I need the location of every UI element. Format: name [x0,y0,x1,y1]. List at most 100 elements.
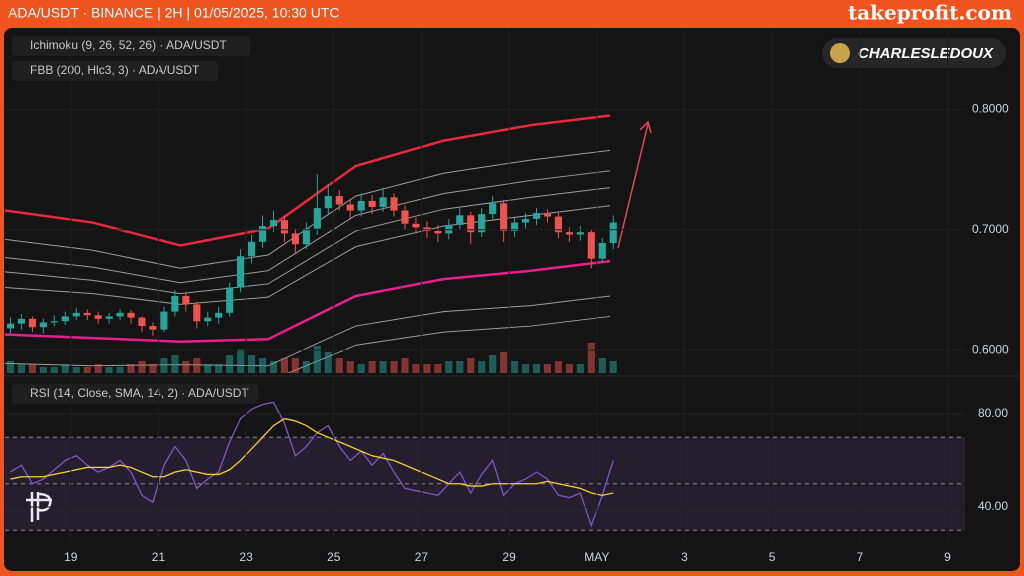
volume-bar [72,367,80,373]
volume-bar [39,367,47,373]
candle-body [478,214,486,233]
candle-body [116,312,124,317]
candle-body [434,230,442,234]
volume-bar [160,358,168,373]
volume-bar [609,361,617,373]
volume-bar [423,364,431,373]
header-title: ADA/USDT · BINANCE | 2H | 01/05/2025, 10… [8,5,339,21]
candle-body [302,228,310,245]
candle-body [313,208,321,229]
candle-body [160,311,168,330]
volume-bar [138,361,146,373]
candle-body [379,197,387,207]
volume-bar [50,367,58,373]
x-tick-label: 29 [502,550,516,564]
volume-bar [500,352,508,373]
volume-bar [412,364,420,373]
trend-arrow [617,120,652,249]
legend-box [12,384,258,404]
candle-body [72,312,80,317]
candle-body [258,226,267,242]
volume-bar [554,361,562,373]
candle-body [280,220,289,234]
volume-bar [543,364,552,373]
volume-bar [401,358,409,373]
volume-bar [368,361,376,373]
band-line [5,295,610,367]
volume-bar [116,367,124,373]
volume-bar [94,364,102,373]
volume-bar [182,361,190,373]
x-tick-label: 25 [327,550,341,564]
candle-body [412,223,420,228]
candle-body [489,203,497,215]
candle-body [39,322,47,328]
volume-bar [6,361,15,373]
volume-bar [521,364,530,373]
watermark-box [822,38,1006,68]
candle-body [445,224,453,234]
candle-body [149,326,157,330]
volume-bar [237,349,245,373]
candle-body [565,232,573,235]
volume-bar [269,361,278,373]
x-tick-label: MAY [584,550,609,564]
candle-body [521,218,530,223]
indicator-label: FBB (200, Hlc3, 3) · ADA/USDT [30,63,200,77]
volume-bar [105,367,113,373]
legend-box [12,36,250,56]
candle-body [346,204,354,211]
candle-body [401,210,409,224]
volume-bar [346,361,354,373]
y-tick-label: 0.8000 [972,102,1009,116]
indicator-label: RSI (14, Close, SMA, 14, 2) · ADA/USDT [30,386,249,400]
volume-bar [28,364,36,373]
candle-body [335,196,343,205]
candle-body [543,212,552,217]
candle-body [390,197,398,211]
volume-bar [598,358,606,373]
volume-bar [204,364,212,373]
candle-body [182,295,190,305]
y-tick-label: 80.00 [978,406,1008,420]
candle-body [598,243,606,259]
candle-body [532,212,541,219]
volume-bar [258,358,267,373]
band-line [5,170,610,284]
volume-bar [302,361,310,373]
candle-body [467,215,475,233]
volume-bar [61,364,69,373]
volume-bar [445,361,453,373]
candle-body [609,222,617,244]
candle-body [456,215,464,225]
x-tick-label: 9 [944,550,951,564]
candle-body [50,321,58,323]
volume-bar [280,358,289,373]
candle-body [193,304,201,322]
rsi-plot [5,401,965,531]
band-line [287,315,610,373]
volume-bar [357,364,365,373]
volume-bar [215,364,223,373]
y-tick-label: 40.00 [978,499,1008,513]
volume-bar [291,358,299,373]
x-tick-label: 21 [152,550,166,564]
candle-body [423,227,431,231]
volume-bar [335,358,343,373]
volume-bar [193,358,201,373]
x-tick-label: 23 [239,550,253,564]
volume-bar [171,355,179,373]
volume-bar [390,361,398,373]
candle-body [94,315,102,319]
candle-body [138,317,146,327]
chart-panel [4,28,1020,571]
watermark: CHARLESLEDOUX [858,45,994,62]
candle-body [554,216,562,233]
candle-body [500,203,508,231]
candle-body [511,222,519,231]
candle-body [6,323,15,329]
candle-body [127,312,135,318]
volume-bar [456,361,464,373]
volume-bar [313,346,321,373]
candle-body [368,200,376,207]
